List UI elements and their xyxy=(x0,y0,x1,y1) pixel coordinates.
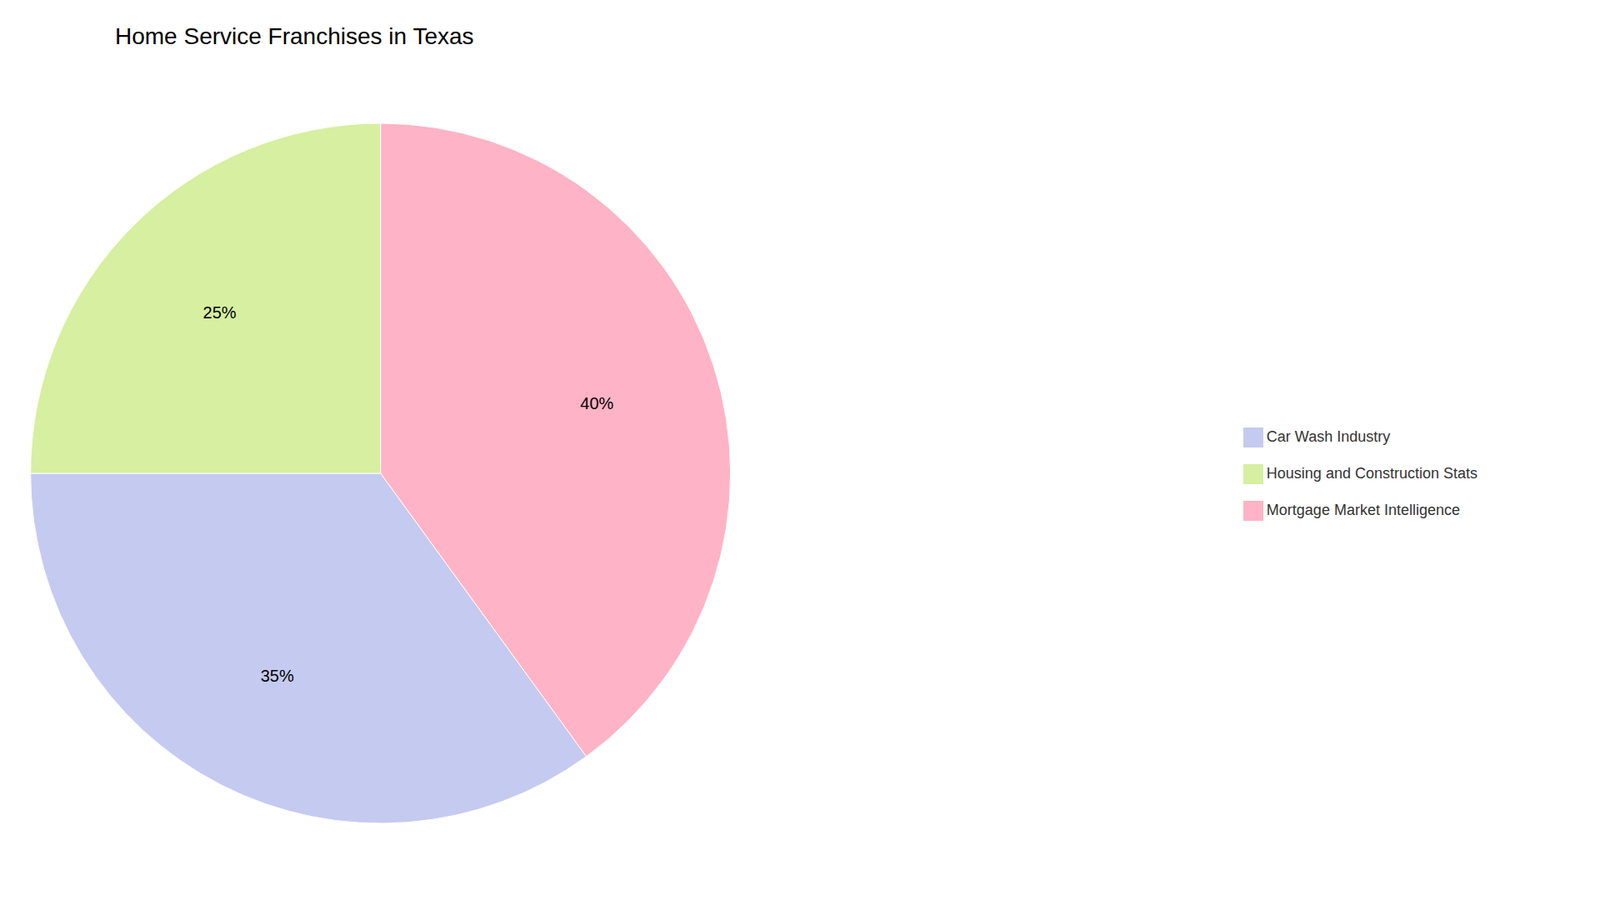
html-text:Housing and Construction Stats: Housing and Construction Stats xyxy=(1266,465,1478,482)
svg-text:40%: 40% xyxy=(580,394,614,413)
html-text:Car Wash Industry: Car Wash Industry xyxy=(1266,428,1391,445)
html-text:Home Service Franchises in Tex: Home Service Franchises in Texas xyxy=(115,23,474,50)
svg-text:25%: 25% xyxy=(203,303,237,322)
svg-text:35%: 35% xyxy=(260,666,295,685)
html-text:Mortgage Market Intelligence: Mortgage Market Intelligence xyxy=(1266,501,1460,519)
